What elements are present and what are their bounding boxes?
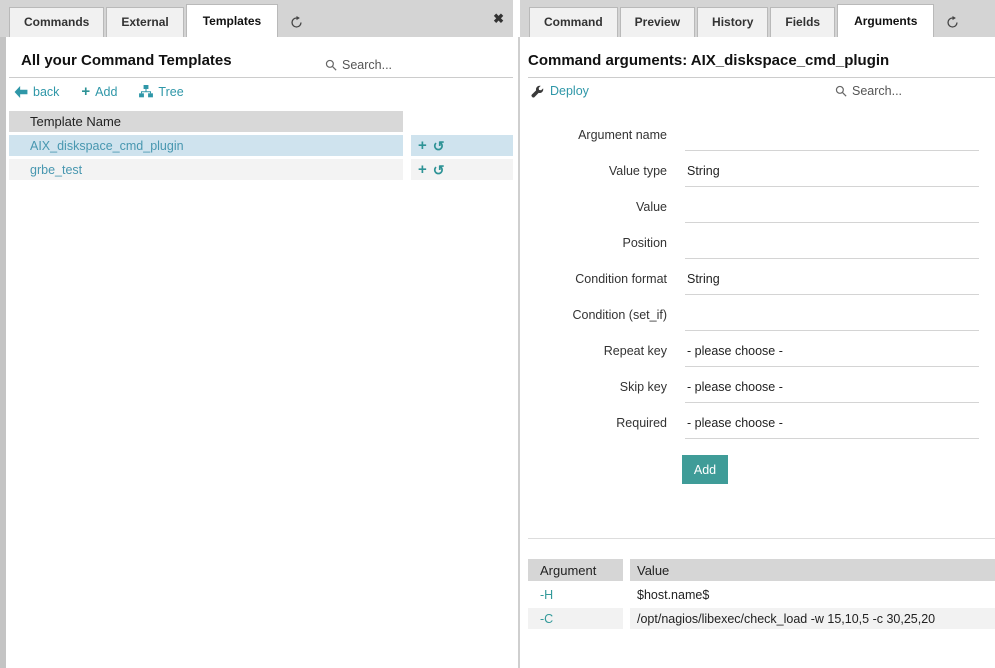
refresh-icon[interactable] bbox=[946, 16, 959, 29]
tab-templates[interactable]: Templates bbox=[185, 4, 279, 37]
form-row: Value type String bbox=[520, 151, 995, 187]
undo-icon[interactable]: ↺ bbox=[432, 137, 445, 154]
add-icon: + bbox=[81, 83, 91, 100]
condition-format-select[interactable]: String bbox=[685, 272, 979, 295]
tab-arguments[interactable]: Arguments bbox=[837, 4, 935, 37]
deploy-label: Deploy bbox=[550, 84, 589, 98]
page-title: All your Command Templates bbox=[21, 52, 232, 69]
column-header-actions bbox=[411, 111, 513, 132]
arguments-table: Argument Value -H $host.name$ -C /opt/na… bbox=[528, 559, 995, 632]
argument-form: Argument name Value type String Value Po… bbox=[520, 115, 995, 439]
form-row: Required - please choose - bbox=[520, 403, 995, 439]
field-label: Argument name bbox=[578, 128, 667, 142]
form-row: Argument name bbox=[520, 115, 995, 151]
pane-divider bbox=[518, 37, 520, 668]
table-row[interactable]: -C /opt/nagios/libexec/check_load -w 15,… bbox=[528, 608, 995, 629]
search-box[interactable]: Search... bbox=[835, 84, 902, 98]
undo-icon[interactable]: ↺ bbox=[432, 161, 445, 178]
condition-set-if-input[interactable] bbox=[685, 309, 979, 331]
value-input[interactable] bbox=[685, 201, 979, 223]
form-row: Skip key - please choose - bbox=[520, 367, 995, 403]
form-row: Repeat key - please choose - bbox=[520, 331, 995, 367]
field-label: Condition format bbox=[575, 272, 667, 286]
argument-name-input[interactable] bbox=[685, 129, 979, 151]
field-label: Position bbox=[622, 236, 667, 250]
page-title: Command arguments: AIX_diskspace_cmd_plu… bbox=[528, 52, 890, 69]
back-icon bbox=[14, 85, 28, 98]
form-row: Condition format String bbox=[520, 259, 995, 295]
table-row[interactable]: AIX_diskspace_cmd_plugin + ↺ bbox=[9, 135, 513, 156]
template-link[interactable]: AIX_diskspace_cmd_plugin bbox=[30, 138, 184, 153]
tree-icon bbox=[139, 85, 154, 98]
tab-command[interactable]: Command bbox=[529, 7, 618, 37]
table-row[interactable]: -H $host.name$ bbox=[528, 584, 995, 605]
repeat-key-select[interactable]: - please choose - bbox=[685, 344, 979, 367]
value-type-select[interactable]: String bbox=[685, 164, 979, 187]
search-placeholder: Search... bbox=[342, 58, 393, 72]
tab-external[interactable]: External bbox=[106, 7, 184, 37]
search-icon bbox=[835, 85, 847, 97]
tab-preview[interactable]: Preview bbox=[619, 7, 696, 37]
add-icon[interactable]: + bbox=[418, 137, 427, 154]
column-header-value: Value bbox=[630, 559, 995, 581]
argument-value: /opt/nagios/libexec/check_load -w 15,10,… bbox=[637, 611, 936, 626]
search-box[interactable]: Search... bbox=[325, 58, 392, 72]
tree-label: Tree bbox=[158, 84, 184, 99]
heading-divider bbox=[528, 77, 995, 78]
field-label: Condition (set_if) bbox=[572, 308, 668, 322]
field-label: Required bbox=[616, 416, 667, 430]
refresh-icon[interactable] bbox=[290, 16, 303, 29]
templates-table: Template Name AIX_diskspace_cmd_plugin +… bbox=[9, 111, 513, 183]
tab-fields[interactable]: Fields bbox=[770, 7, 836, 37]
heading-divider bbox=[9, 77, 513, 78]
column-header-template-name: Template Name bbox=[9, 111, 403, 132]
search-placeholder: Search... bbox=[852, 84, 903, 98]
field-label: Repeat key bbox=[603, 344, 667, 358]
tree-link[interactable]: Tree bbox=[139, 84, 184, 99]
tab-commands[interactable]: Commands bbox=[9, 7, 105, 37]
field-label: Skip key bbox=[619, 380, 667, 394]
back-label: back bbox=[33, 84, 60, 99]
add-link[interactable]: + Add bbox=[81, 84, 117, 99]
arguments-panel: Command Preview History Fields Arguments… bbox=[520, 0, 995, 668]
column-header-argument: Argument bbox=[528, 559, 623, 581]
argument-link[interactable]: -H bbox=[540, 587, 554, 602]
right-tabbar: Command Preview History Fields Arguments bbox=[520, 0, 995, 37]
deploy-link[interactable]: Deploy bbox=[531, 84, 589, 98]
templates-table-header: Template Name bbox=[9, 111, 513, 132]
add-argument-button[interactable]: Add bbox=[682, 455, 728, 484]
table-row[interactable]: grbe_test + ↺ bbox=[9, 159, 513, 180]
argument-link[interactable]: -C bbox=[540, 611, 554, 626]
position-input[interactable] bbox=[685, 237, 979, 259]
form-row: Position bbox=[520, 223, 995, 259]
tab-history[interactable]: History bbox=[697, 7, 769, 37]
scrollbar-track[interactable] bbox=[0, 37, 6, 668]
wrench-icon bbox=[531, 85, 544, 98]
search-icon bbox=[325, 59, 337, 71]
templates-toolbar: back + Add Tree bbox=[14, 84, 184, 99]
field-label: Value type bbox=[608, 164, 667, 178]
close-icon[interactable]: ✖ bbox=[493, 11, 504, 26]
arguments-table-header: Argument Value bbox=[528, 559, 995, 581]
form-row: Condition (set_if) bbox=[520, 295, 995, 331]
template-link[interactable]: grbe_test bbox=[30, 162, 83, 177]
skip-key-select[interactable]: - please choose - bbox=[685, 380, 979, 403]
add-label: Add bbox=[95, 84, 118, 99]
section-divider bbox=[528, 538, 995, 539]
left-tabbar: Commands External Templates ✖ bbox=[0, 0, 513, 37]
field-label: Value bbox=[635, 200, 667, 214]
back-link[interactable]: back bbox=[14, 84, 59, 99]
add-icon[interactable]: + bbox=[418, 161, 427, 178]
form-row: Value bbox=[520, 187, 995, 223]
templates-panel: Commands External Templates ✖ All your C… bbox=[0, 0, 513, 668]
argument-value: $host.name$ bbox=[637, 587, 710, 602]
required-select[interactable]: - please choose - bbox=[685, 416, 979, 439]
